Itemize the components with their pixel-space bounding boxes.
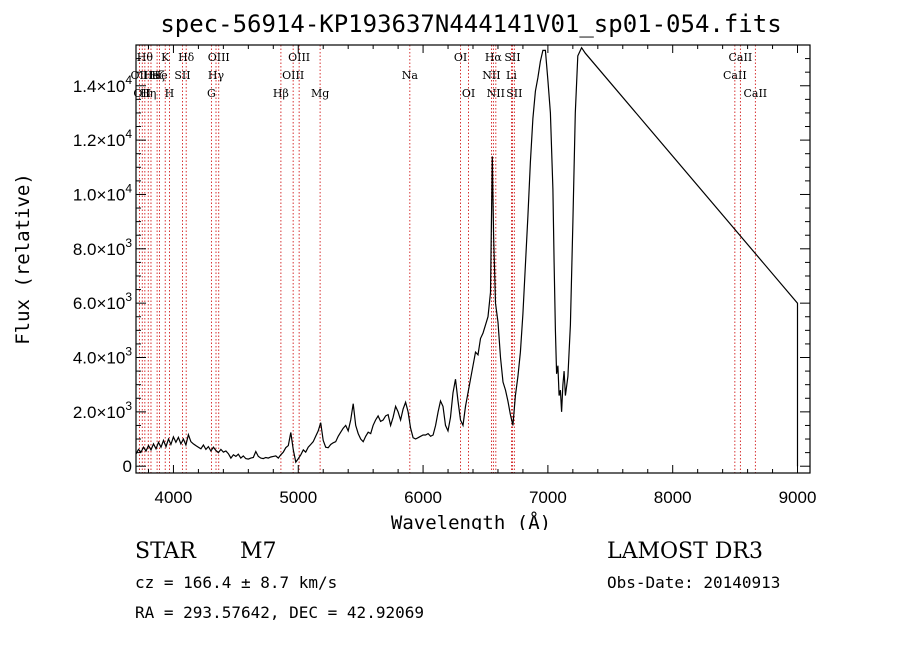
y-tick-label-3: 6.0×103 <box>73 290 132 313</box>
emission-label-9: SII <box>174 69 190 82</box>
y-tick-label-4: 8.0×103 <box>73 236 132 259</box>
object-class: STAR <box>135 539 196 564</box>
obs-date: Obs-Date: 20140913 <box>607 573 781 592</box>
emission-label-17: Mg <box>311 87 329 100</box>
emission-label-11: G <box>207 87 216 100</box>
emission-label-18: Na <box>402 69 419 82</box>
y-axis-label: Flux (relative) <box>12 173 34 345</box>
emission-label-1: OII <box>133 87 151 100</box>
y-tick-label-7: 1.4×104 <box>73 73 132 96</box>
emission-label-25: SII <box>504 51 520 64</box>
emission-label-24: Li <box>506 69 517 82</box>
y-tick-label-1: 2.0×103 <box>73 399 132 422</box>
emission-label-8: H <box>165 87 175 100</box>
y-tick-label-2: 4.0×103 <box>73 345 132 368</box>
spectrum-chart: spec-56914-KP193637N444141V01_sp01-054.f… <box>12 10 817 530</box>
emission-label-14: Hβ <box>273 87 289 100</box>
y-tick-label-0: 0 <box>123 457 132 476</box>
x-tick-label-3: 7000 <box>529 488 567 507</box>
x-tick-label-2: 6000 <box>404 488 442 507</box>
chart-title: spec-56914-KP193637N444141V01_sp01-054.f… <box>160 10 781 38</box>
emission-label-6: He <box>152 69 168 82</box>
subclass: M7 <box>240 539 277 564</box>
spectrum-line <box>136 46 799 467</box>
y-tick-label-5: 1.0×104 <box>73 181 132 204</box>
emission-label-2: Hθ <box>137 51 154 64</box>
emission-label-4: He <box>143 69 159 82</box>
emission-label-22: Hα <box>485 51 503 64</box>
plot-frame <box>135 44 811 474</box>
emission-label-10: Hδ <box>178 51 195 64</box>
emission-label-15: OIII <box>282 69 304 82</box>
survey-name: LAMOST DR3 <box>607 539 763 564</box>
y-axis: 0 2.0×103 4.0×103 6.0×103 8.0×103 1.0×104 1.2×… <box>73 58 810 476</box>
coordinates: RA = 293.57642, DEC = 42.92069 <box>135 603 424 622</box>
emission-label-12: Hγ <box>208 69 225 82</box>
emission-label-19: OI <box>454 51 467 64</box>
emission-label-29: CaII <box>743 87 767 100</box>
emission-label-21: NII <box>482 69 500 82</box>
emission-label-3: Hη <box>140 87 156 100</box>
redshift-value: cz = 166.4 ± 8.7 km/s <box>135 573 338 592</box>
y-tick-label-6: 1.2×104 <box>73 127 132 150</box>
x-axis: 4000 5000 6000 7000 8000 9000 <box>147 45 817 507</box>
emission-line-labels: OIIOIIHθHηHeHζHeKHSIIHδGHγOIIIHβOIIIOIII… <box>131 51 768 100</box>
emission-line-markers <box>138 45 756 473</box>
emission-label-26: SII <box>506 87 522 100</box>
emission-label-28: CaII <box>729 51 753 64</box>
x-tick-label-0: 4000 <box>155 488 193 507</box>
x-tick-label-1: 5000 <box>279 488 317 507</box>
emission-label-16: OIII <box>288 51 310 64</box>
emission-label-23: NII <box>487 87 505 100</box>
emission-label-0: OII <box>131 69 149 82</box>
x-tick-label-5: 9000 <box>779 488 817 507</box>
emission-label-7: K <box>161 51 170 64</box>
emission-label-13: OIII <box>208 51 230 64</box>
emission-label-5: Hζ <box>149 69 165 82</box>
emission-label-27: CaII <box>723 69 747 82</box>
x-axis-label: Wavelength (Å) <box>391 511 551 530</box>
x-tick-label-4: 8000 <box>654 488 692 507</box>
emission-label-20: OI <box>462 87 475 100</box>
